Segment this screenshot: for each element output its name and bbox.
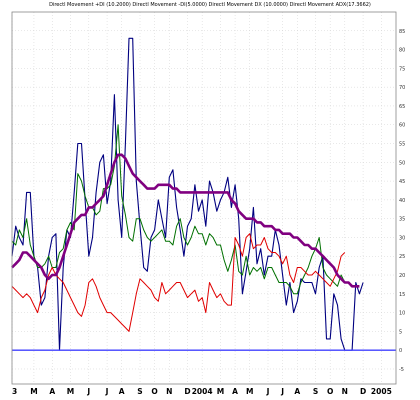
x-tick-label: M [246, 387, 253, 396]
y-tick-label: 10 [399, 311, 405, 317]
y-tick-label: 50 [399, 160, 405, 166]
y-tick-label: 75 [399, 66, 405, 72]
adx-line [11, 153, 360, 288]
x-tick-label: A [294, 387, 300, 396]
x-tick-label: N [166, 387, 172, 396]
x-tick-label: S [313, 387, 318, 396]
x-tick-label: A [232, 387, 238, 396]
y-tick-label: 20 [399, 273, 405, 279]
chart-title: Directl Movement +DI (10.2000) Directl M… [49, 2, 371, 8]
y-tick-label: -5 [399, 367, 404, 373]
y-tick-label: 5 [399, 329, 402, 335]
x-tick-label: 2005 [371, 387, 392, 396]
x-tick-label: J [266, 387, 270, 396]
x-tick-label: M [67, 387, 74, 396]
gridlines [11, 12, 396, 384]
x-tick-label: D [184, 387, 190, 396]
x-tick-label: O [151, 387, 157, 396]
y-tick-label: 35 [399, 217, 405, 223]
y-tick-label: 55 [399, 142, 405, 148]
y-tick-label: 70 [399, 85, 405, 91]
y-axis-ticks: -5 0 5 10 15 20 25 30 35 40 45 50 55 60 65 70 75 80 85 [399, 29, 405, 373]
x-tick-label: D [360, 387, 366, 396]
dx-line [11, 233, 346, 332]
x-tick-label: 3 [12, 387, 17, 396]
y-tick-label: 45 [399, 179, 405, 185]
x-tick-label: A [119, 387, 125, 396]
y-tick-label: 40 [399, 198, 405, 204]
y-tick-label: 30 [399, 235, 405, 241]
y-tick-label: 60 [399, 123, 405, 129]
plot-frame [11, 11, 397, 385]
x-tick-label: 2004 [192, 387, 213, 396]
y-tick-label: 85 [399, 29, 405, 35]
x-tick-label: A [49, 387, 55, 396]
x-tick-label: N [342, 387, 348, 396]
y-tick-label: 0 [399, 348, 402, 354]
y-tick-label: 25 [399, 254, 405, 260]
y-tick-label: 15 [399, 292, 405, 298]
x-tick-label: J [280, 387, 284, 396]
y-tick-label: 65 [399, 104, 405, 110]
x-tick-label: M [217, 387, 224, 396]
x-tick-label: J [86, 387, 90, 396]
x-tick-label: S [137, 387, 142, 396]
series-lines [11, 37, 396, 351]
x-tick-label: M [30, 387, 37, 396]
x-axis-ticks: 3 M A M J J A S O N D 2004 M A M J J A S O N D 2005 [12, 387, 392, 396]
x-tick-label: J [105, 387, 109, 396]
x-tick-label: O [327, 387, 333, 396]
y-tick-label: 80 [399, 48, 405, 54]
di-minus-line [11, 124, 346, 295]
